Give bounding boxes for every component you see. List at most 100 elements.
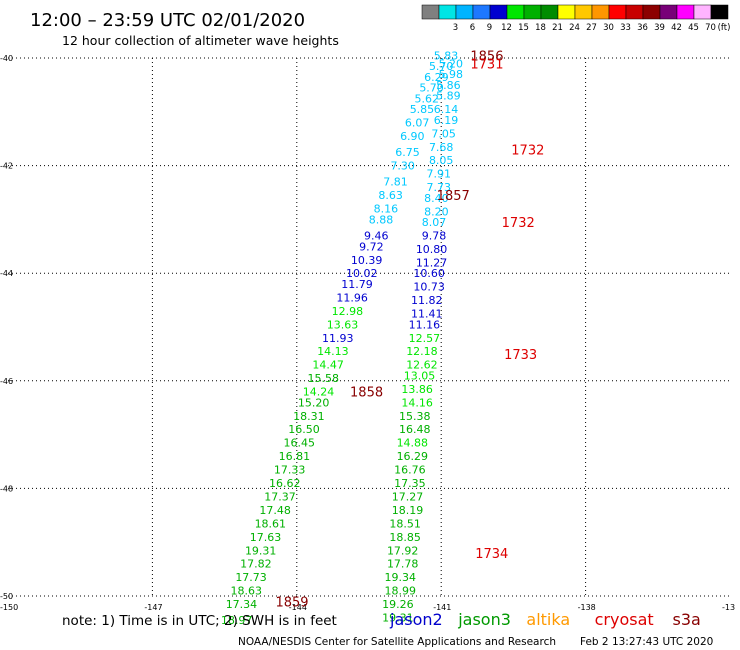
mission-altika: altika	[526, 610, 570, 629]
legend-swatch	[659, 4, 678, 20]
footer-credit: NOAA/NESDIS Center for Satellite Applica…	[238, 636, 556, 648]
swh-value-label: 18.97	[221, 614, 253, 627]
swh-value-label: 18.99	[385, 585, 417, 598]
swh-value-label: 6.29	[424, 71, 449, 84]
swh-value-label: 16.50	[288, 423, 320, 436]
footer-note: note: 1) Time is in UTC; 2) SWH is in fe…	[62, 613, 337, 629]
swh-value-label: 6.14	[434, 103, 459, 116]
swh-value-label: 16.45	[283, 437, 315, 450]
footer-timestamp: Feb 2 13:27:43 UTC 2020	[580, 636, 713, 648]
swh-value-label: 8.63	[378, 189, 403, 202]
swh-value-label: 11.82	[411, 294, 443, 307]
swh-value-label: 17.33	[274, 464, 306, 477]
legend-swatch	[540, 4, 559, 20]
legend-swatch	[438, 4, 457, 20]
swh-value-label: 7.81	[383, 176, 408, 189]
swh-value-label: 6.75	[395, 146, 420, 159]
swh-value-label: 5.70	[419, 82, 444, 95]
mission-cryosat: cryosat	[595, 610, 654, 629]
swh-value-label: 5.62	[415, 92, 440, 105]
swh-value-label: 8.16	[374, 203, 399, 216]
swh-value-label: 14.88	[397, 437, 429, 450]
swh-value-label: 18.51	[389, 517, 421, 530]
swh-value-label: 11.27	[416, 256, 448, 269]
swh-value-label: 5.98	[439, 68, 464, 81]
swh-value-label: 5.85	[410, 103, 435, 116]
chart-title: 12:00 – 23:59 UTC 02/01/2020	[30, 10, 305, 31]
swh-value-label: 7.68	[429, 141, 454, 154]
pass-time-label: 1732	[502, 216, 535, 231]
swh-value-label: 17.92	[387, 544, 419, 557]
pass-time-label: 1732	[511, 143, 544, 158]
legend-swatch	[591, 4, 610, 20]
swh-value-label: 18.61	[255, 517, 287, 530]
legend-bin-label: 70	[705, 23, 716, 33]
swh-value-label: 17.37	[264, 490, 296, 503]
swh-value-label: 15.20	[298, 396, 330, 409]
legend-bin-label: 45	[688, 23, 699, 33]
swh-value-label: 7.91	[427, 168, 452, 181]
legend-bin-label: 3	[453, 23, 458, 33]
legend-bin-label: 18	[535, 23, 546, 33]
x-tick-label: -144	[289, 603, 307, 612]
mission-jason2: jason2	[389, 610, 443, 629]
swh-value-label: 17.78	[387, 558, 419, 571]
swh-value-label: 5.86	[436, 79, 461, 92]
chart-subtitle: 12 hour collection of altimeter wave hei…	[62, 33, 339, 48]
swh-value-label: 10.80	[416, 243, 448, 256]
swh-value-label: 13.63	[327, 318, 359, 331]
swh-value-label: 17.63	[250, 531, 282, 544]
swh-value-label: 17.48	[259, 504, 291, 517]
swh-value-label: 18.19	[392, 504, 424, 517]
axes: -40 -42 -44 -46 -48 -50 -150 -147 -144 -141 -138 -1…	[0, 54, 735, 612]
legend-swatch	[523, 4, 542, 20]
swh-value-label: 19.31	[245, 544, 277, 557]
swh-value-label: 16.48	[399, 423, 431, 436]
swh-value-label: 18.85	[389, 531, 421, 544]
legend-unit: (ft)	[718, 23, 731, 33]
swh-value-label: 14.24	[303, 386, 335, 399]
legend-bin-label: 9	[487, 23, 492, 33]
legend-swatch	[574, 4, 593, 20]
swh-value-label: 5.89	[436, 90, 461, 103]
swh-value-label: 17.82	[240, 558, 272, 571]
swh-value-label: 19.26	[382, 598, 414, 611]
mission-s3a: s3a	[673, 610, 701, 629]
swh-value-label: 7.73	[427, 181, 452, 194]
wave-height-labels: 5.835.706.295.705.625.856.076.906.757.30…	[221, 49, 463, 627]
color-legend: 3 6 9 12 15 18 21 24 27 30 33 36 39 42 45 70 (ft)	[421, 4, 731, 33]
swh-value-label: 12.57	[409, 332, 441, 345]
swh-value-label: 5.20	[439, 57, 464, 70]
mission-legend: jason2 jason3 altika cryosat s3a	[389, 610, 701, 629]
swh-value-label: 9.72	[359, 240, 384, 253]
swh-value-label: 18.31	[293, 410, 325, 423]
swh-value-label: 10.02	[346, 267, 378, 280]
swh-value-label: 10.73	[413, 281, 445, 294]
swh-value-label: 19.34	[385, 571, 417, 584]
legend-swatch	[642, 4, 661, 20]
pass-time-label: 1733	[504, 348, 537, 363]
legend-swatch	[506, 4, 525, 20]
swh-value-label: 8.07	[422, 216, 447, 229]
y-tick-label: -48	[0, 484, 13, 493]
swh-value-label: 15.38	[399, 410, 431, 423]
swh-value-label: 9.46	[364, 230, 389, 243]
pass-time-label: 1858	[350, 386, 383, 401]
swh-value-label: 15.58	[308, 372, 340, 385]
swh-value-label: 16.76	[394, 464, 426, 477]
pass-time-label: 1856	[470, 49, 503, 64]
swh-value-label: 6.19	[434, 114, 459, 127]
swh-value-label: 17.35	[394, 477, 426, 490]
legend-swatch	[710, 4, 729, 20]
y-tick-label: -50	[0, 592, 13, 601]
swh-value-label: 12.98	[332, 305, 364, 318]
swh-value-label: 11.41	[411, 308, 443, 321]
legend-swatch	[472, 4, 491, 20]
swh-value-label: 14.16	[401, 396, 433, 409]
legend-bin-label: 15	[518, 23, 529, 33]
legend-bin-label: 24	[569, 23, 580, 33]
legend-bin-label: 30	[603, 23, 614, 33]
swh-value-label: 10.60	[413, 267, 445, 280]
